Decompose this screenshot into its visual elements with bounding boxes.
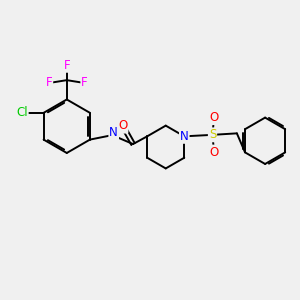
Text: Cl: Cl (16, 106, 28, 119)
Text: O: O (209, 111, 219, 124)
Text: F: F (64, 59, 70, 72)
Text: N: N (180, 130, 189, 143)
Text: F: F (46, 76, 52, 89)
Text: O: O (209, 146, 219, 159)
Text: F: F (81, 76, 88, 89)
Text: O: O (118, 119, 127, 132)
Text: H: H (120, 123, 128, 133)
Text: S: S (209, 128, 216, 141)
Text: N: N (109, 126, 118, 139)
